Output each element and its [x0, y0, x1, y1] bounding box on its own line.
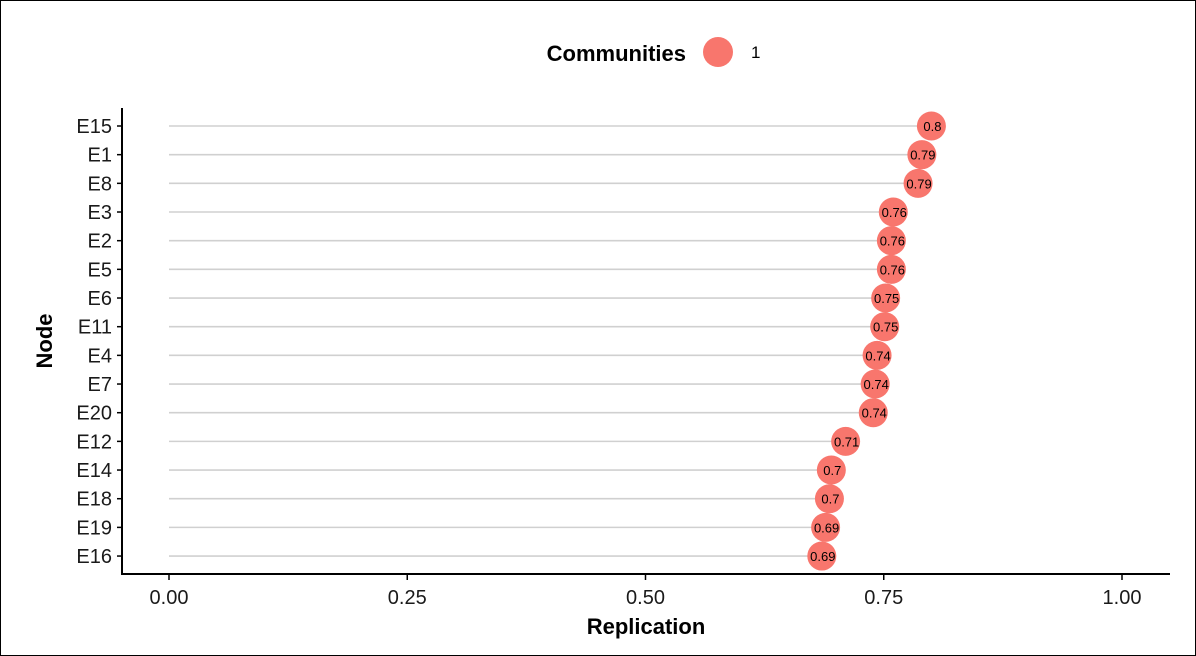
- y-tick-label: E4: [88, 345, 112, 367]
- axes: [121, 108, 1170, 575]
- x-tick-label: 1.00: [1103, 587, 1142, 609]
- data-point-e20: [858, 398, 888, 428]
- data-point-e19: [811, 512, 841, 542]
- x-tick-label: 0.75: [864, 587, 903, 609]
- data-point-e18: [814, 484, 844, 514]
- data-point-e4: [862, 340, 892, 370]
- data-label-e8: 0.79: [906, 176, 931, 191]
- data-point-e7: [860, 369, 890, 399]
- y-tick-label: E7: [88, 374, 112, 396]
- data-label-e2: 0.76: [880, 234, 905, 249]
- data-label-e5: 0.76: [880, 262, 905, 277]
- legend-label: 1: [751, 43, 760, 62]
- data-label-e3: 0.76: [882, 205, 907, 220]
- data-point-e1: [907, 140, 937, 170]
- data-label-e19: 0.69: [814, 520, 839, 535]
- y-tick-label: E3: [88, 202, 112, 224]
- data-point-e15: [916, 111, 946, 141]
- data-point-e16: [807, 541, 837, 571]
- y-tick-label: E12: [76, 431, 112, 453]
- data-point-e5: [876, 254, 906, 284]
- y-tick-label: E14: [76, 460, 112, 482]
- y-tick-label: E6: [88, 288, 112, 310]
- data-label-e12: 0.71: [834, 434, 859, 449]
- legend: Communities 1: [547, 37, 760, 67]
- legend-key-circle: [703, 37, 733, 67]
- data-label-e4: 0.74: [865, 348, 890, 363]
- data-point-e2: [876, 226, 906, 256]
- data-label-e6: 0.75: [874, 291, 899, 306]
- grid-lines: [169, 125, 932, 557]
- data-label-e15: 0.8: [923, 119, 941, 134]
- x-tick-label: 0.25: [388, 587, 427, 609]
- data-point-e11: [870, 312, 900, 342]
- data-point-e14: [816, 455, 846, 485]
- y-tick-label: E5: [88, 259, 112, 281]
- data-label-e14: 0.7: [823, 463, 841, 478]
- y-tick-label: E2: [88, 231, 112, 253]
- data-point-e6: [871, 283, 901, 313]
- y-tick-label: E16: [76, 546, 112, 568]
- data-point-e3: [878, 197, 908, 227]
- x-axis-title: Replication: [587, 614, 706, 639]
- y-tick-label: E1: [88, 145, 112, 167]
- x-tick-label: 0.50: [626, 587, 665, 609]
- x-tick-labels: 0.00 0.25 0.50 0.75 1.00: [150, 574, 1142, 609]
- data-points: 0.80.790.790.760.760.760.750.750.740.740…: [807, 111, 946, 571]
- x-tick-label: 0.00: [150, 587, 189, 609]
- y-axis-title: Node: [32, 314, 57, 369]
- y-tick-label: E19: [76, 517, 112, 539]
- data-label-e16: 0.69: [810, 549, 835, 564]
- y-tick-label: E18: [76, 489, 112, 511]
- y-tick-label: E20: [76, 403, 112, 425]
- y-tick-label: E15: [76, 116, 112, 138]
- y-tick-label: E8: [88, 173, 112, 195]
- legend-title: Communities: [547, 41, 686, 66]
- data-label-e18: 0.7: [821, 492, 839, 507]
- data-point-e8: [903, 168, 933, 198]
- data-point-e12: [831, 426, 861, 456]
- data-label-e7: 0.74: [864, 377, 889, 392]
- y-tick-labels: E15 E1 E8 E3 E2 E5 E6 E11 E4 E7 E20 E12 E14 E18 E19 E16: [76, 116, 122, 568]
- data-label-e1: 0.79: [910, 148, 935, 163]
- data-label-e20: 0.74: [862, 406, 887, 421]
- y-tick-label: E11: [78, 317, 112, 339]
- data-label-e11: 0.75: [873, 320, 898, 335]
